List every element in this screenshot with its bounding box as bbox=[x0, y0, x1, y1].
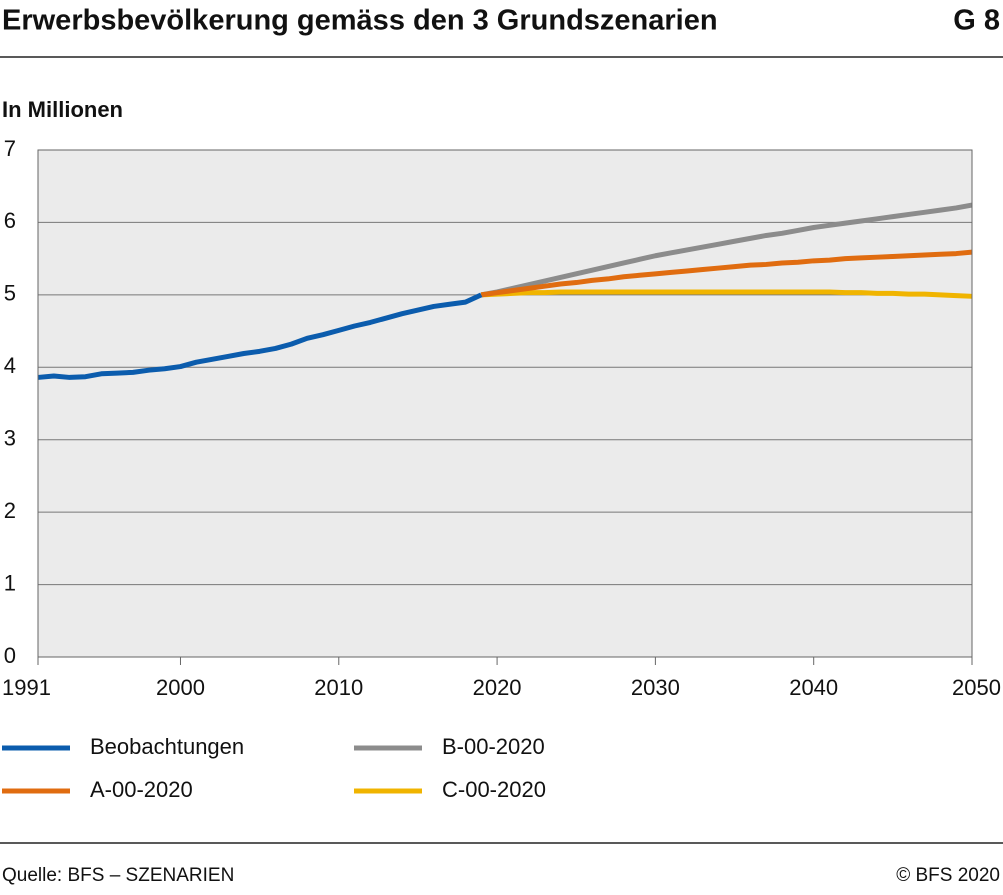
y-tick-label: 2 bbox=[4, 498, 16, 523]
series-line bbox=[480, 249, 973, 298]
y-tick-label: 5 bbox=[4, 281, 16, 306]
series-line bbox=[481, 289, 973, 299]
y-tick-label: 3 bbox=[4, 426, 16, 451]
copyright: © BFS 2020 bbox=[896, 865, 1000, 886]
legend-label: A-00-2020 bbox=[90, 777, 193, 802]
y-tick-label: 1 bbox=[4, 570, 16, 595]
x-tick-label: 1991 bbox=[2, 675, 51, 700]
source: Quelle: BFS – SZENARIEN bbox=[2, 865, 234, 886]
series-line bbox=[37, 292, 483, 380]
x-tick-label: 2010 bbox=[314, 675, 363, 700]
y-tick-label: 6 bbox=[4, 208, 16, 233]
y-tick-label: 4 bbox=[4, 353, 16, 378]
chart-id: G 8 bbox=[953, 5, 1000, 37]
legend-label: C-00-2020 bbox=[442, 777, 546, 802]
plot-area bbox=[38, 150, 972, 657]
x-tick-label: 2040 bbox=[789, 675, 838, 700]
legend-label: B-00-2020 bbox=[442, 734, 545, 759]
y-tick-label: 7 bbox=[4, 136, 16, 161]
subtitle: In Millionen bbox=[2, 97, 123, 122]
x-tick-label: 2000 bbox=[156, 675, 205, 700]
legend-label: Beobachtungen bbox=[90, 734, 244, 759]
y-tick-label: 0 bbox=[4, 643, 16, 668]
x-tick-label: 2020 bbox=[473, 675, 522, 700]
plot-border bbox=[37, 149, 973, 658]
x-tick-label: 2050 bbox=[952, 675, 1001, 700]
series-line bbox=[480, 202, 973, 298]
chart-title: Erwerbsbevölkerung gemäss den 3 Grundsze… bbox=[2, 5, 718, 37]
x-tick-label: 2030 bbox=[631, 675, 680, 700]
